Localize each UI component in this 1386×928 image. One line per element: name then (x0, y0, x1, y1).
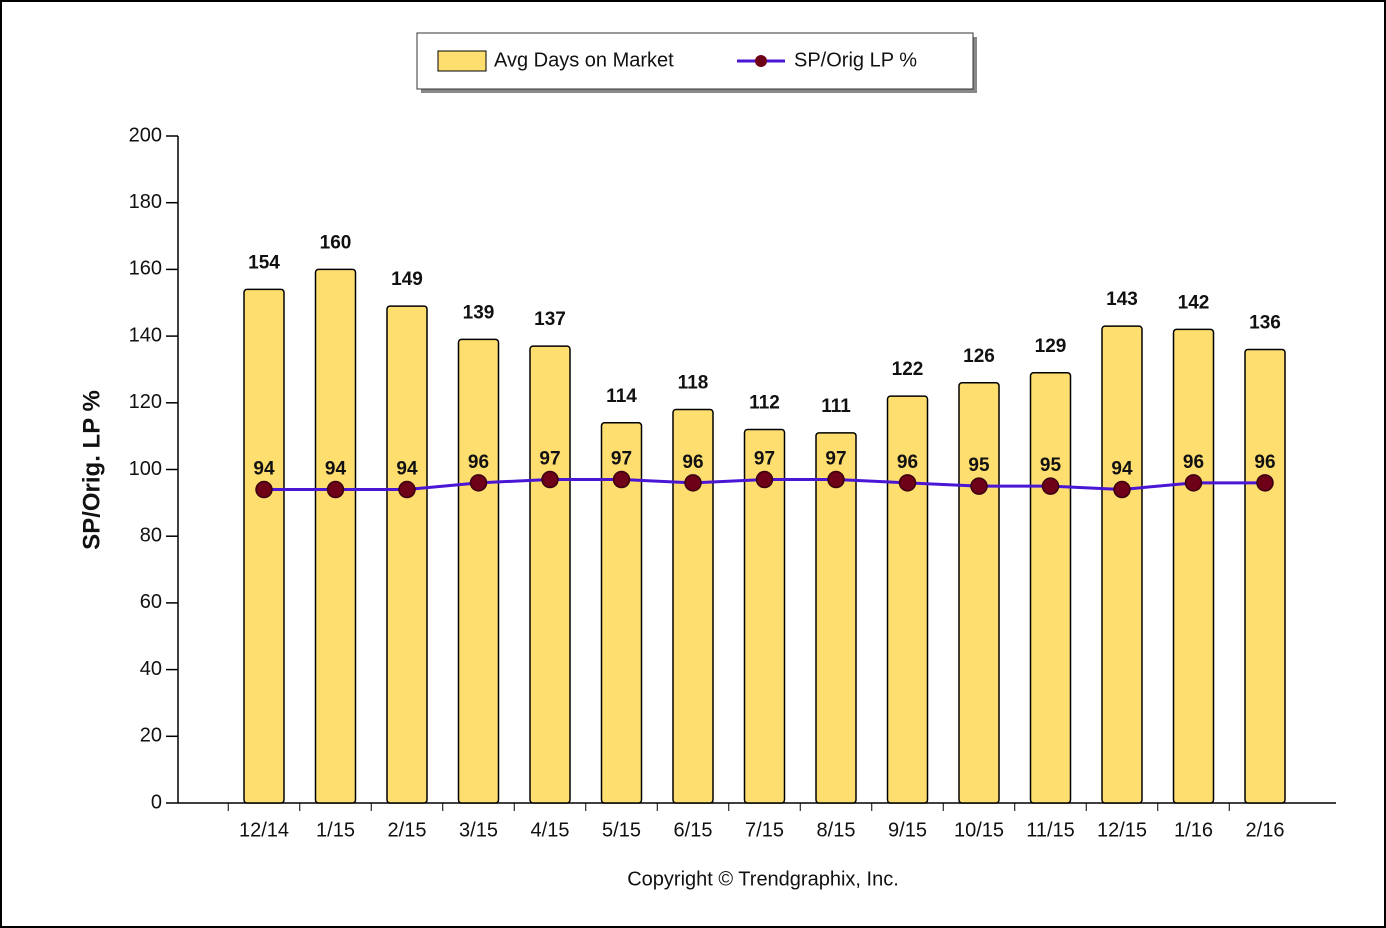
bar-value-label: 137 (534, 309, 566, 330)
legend-marker (755, 55, 767, 67)
bar-value-label: 111 (821, 396, 851, 417)
x-tick-label: 12/14 (239, 819, 289, 841)
x-tick-label: 6/15 (674, 819, 713, 841)
bar (886, 395, 929, 804)
line-value-label: 96 (682, 452, 703, 473)
bar-value-label: 143 (1106, 289, 1138, 310)
bar-value-label: 149 (391, 269, 423, 290)
bar (1029, 372, 1072, 804)
bar-value-label: 160 (320, 232, 352, 253)
line-marker (898, 474, 917, 492)
bar-value-label: 122 (892, 359, 924, 380)
bar (386, 305, 428, 804)
y-tick-label: 20 (140, 725, 162, 747)
line-value-label: 97 (539, 449, 560, 470)
bar (672, 408, 714, 804)
y-tick-label: 40 (140, 658, 162, 680)
line-value-label: 94 (396, 459, 418, 480)
line-marker (469, 474, 488, 492)
x-tick-label: 3/15 (459, 819, 498, 841)
line-value-label: 97 (754, 449, 775, 470)
line-value-label: 94 (253, 459, 275, 480)
bar-value-label: 114 (606, 386, 637, 407)
line-value-label: 96 (468, 452, 489, 473)
y-tick-label: 160 (129, 258, 162, 280)
y-tick-label: 100 (129, 458, 162, 480)
bar (958, 382, 1000, 804)
bar-value-label: 136 (1249, 312, 1281, 333)
line-marker (827, 470, 845, 489)
bar-value-label: 154 (248, 252, 280, 273)
line-value-label: 95 (1040, 455, 1062, 476)
x-tick-label: 4/15 (531, 819, 570, 841)
y-tick-label: 180 (129, 191, 162, 213)
x-tick-label: 1/16 (1174, 819, 1213, 841)
x-tick-label: 8/15 (817, 819, 856, 841)
bar-value-label: 139 (463, 302, 495, 323)
line-value-label: 94 (1111, 459, 1133, 480)
bar (600, 422, 643, 804)
x-tick-label: 5/15 (602, 819, 641, 841)
bar (1172, 328, 1215, 804)
x-tick-label: 7/15 (745, 819, 784, 841)
bar (457, 338, 500, 804)
line-marker (1041, 477, 1060, 495)
y-tick-label: 200 (129, 124, 162, 146)
y-tick-label: 0 (151, 791, 162, 813)
y-tick-label: 80 (140, 524, 162, 546)
line-value-label: 96 (1254, 452, 1275, 473)
bar-value-label: 142 (1178, 292, 1210, 313)
legend (416, 32, 974, 90)
x-tick-label: 9/15 (888, 819, 927, 841)
line-marker (684, 474, 702, 492)
line-value-label: 97 (825, 449, 846, 470)
line-value-label: 95 (968, 455, 990, 476)
line-marker (398, 480, 416, 499)
line-value-label: 97 (611, 449, 632, 470)
line-marker (755, 470, 774, 489)
bar (743, 428, 786, 804)
bar-value-label: 118 (678, 372, 709, 393)
bar (1244, 348, 1286, 804)
caption: Copyright © Trendgraphix, Inc. (627, 868, 899, 890)
x-tick-label: 10/15 (954, 819, 1004, 841)
legend-swatch (437, 50, 487, 72)
x-tick-label: 1/15 (316, 819, 355, 841)
bar (815, 432, 857, 804)
line-value-label: 96 (897, 452, 918, 473)
line-value-label: 96 (1183, 452, 1204, 473)
legend-label: SP/Orig LP % (794, 49, 917, 71)
y-tick-label: 120 (129, 391, 162, 413)
line-marker (612, 470, 631, 489)
bar (243, 288, 285, 804)
x-tick-label: 11/15 (1026, 819, 1075, 841)
line-marker (541, 470, 559, 489)
x-tick-label: 12/15 (1097, 819, 1147, 841)
bar (1101, 325, 1143, 804)
bar-value-label: 112 (749, 392, 780, 413)
bar-value-label: 129 (1035, 336, 1067, 357)
x-tick-label: 2/16 (1246, 819, 1285, 841)
bar (529, 345, 571, 804)
line-value-label: 94 (325, 459, 347, 480)
line-marker (1113, 480, 1131, 499)
x-tick-label: 2/15 (388, 819, 427, 841)
y-tick-label: 60 (140, 591, 162, 613)
y-axis-label: SP/Orig. LP % (78, 390, 105, 550)
bar (314, 268, 357, 804)
bar-value-label: 126 (963, 346, 995, 367)
line-marker (326, 480, 345, 499)
line-marker (1184, 474, 1203, 492)
line-marker (970, 477, 988, 495)
y-tick-label: 140 (129, 324, 162, 346)
legend-label: Avg Days on Market (494, 49, 674, 71)
line-marker (1256, 474, 1274, 492)
line-marker (255, 480, 273, 499)
